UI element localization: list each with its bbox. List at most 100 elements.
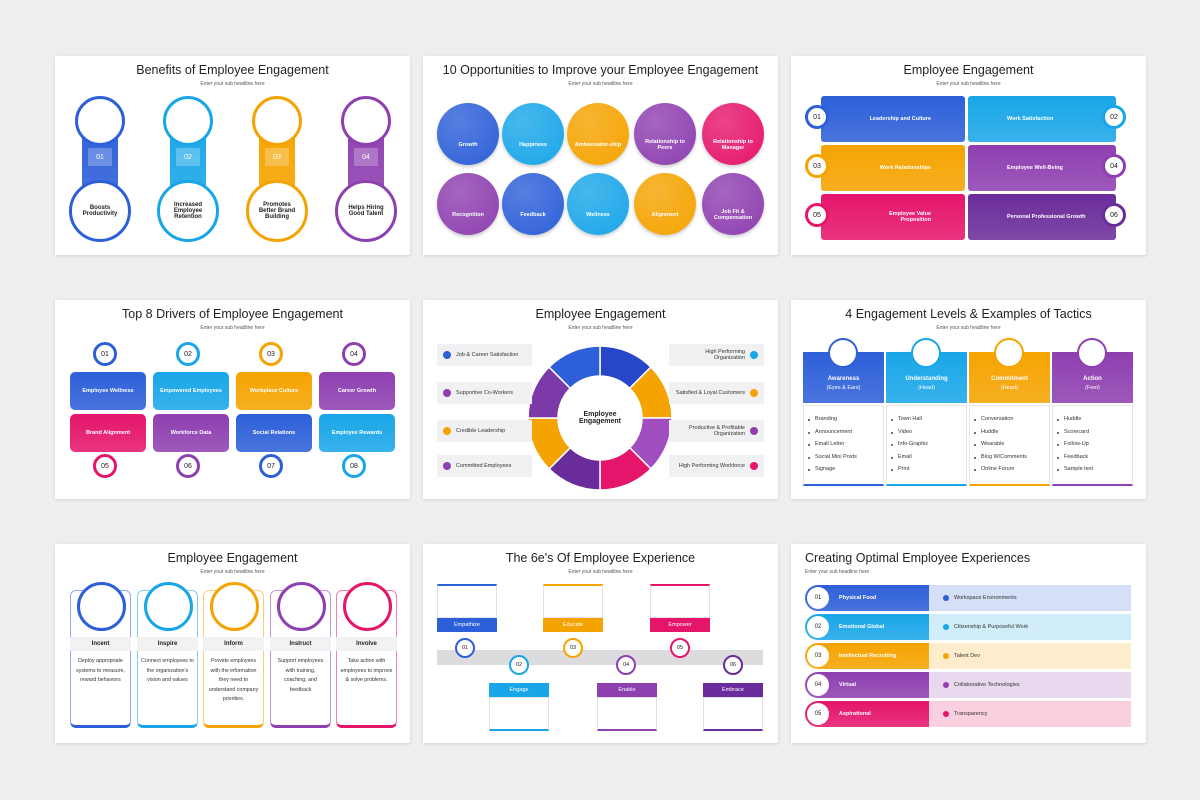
number-tab: 08 [342, 454, 366, 478]
tactic-bullet [1057, 456, 1059, 459]
dot [750, 427, 758, 435]
dot [943, 682, 949, 688]
driver-box: Employee Wellness [70, 372, 146, 410]
slide: 10 Opportunities to Improve your Employe… [423, 56, 778, 255]
opportunity-label: Ambassador-ship [574, 142, 622, 148]
number-badge: 04 [1102, 154, 1126, 178]
label-strip [437, 344, 532, 366]
tactic: Town Hall [898, 416, 922, 422]
tactic-bullet [808, 431, 810, 434]
tactic-bullet [808, 469, 810, 471]
label-strip [669, 420, 764, 442]
slide-subtitle: Enter your sub headline here [568, 81, 633, 87]
level-sub: (Eyes & Ears) [826, 384, 861, 391]
number-tab: 02 [176, 342, 200, 366]
slide-title: 10 Opportunities to Improve your Employe… [442, 63, 759, 77]
number-badge: 01 [807, 587, 829, 609]
dot [943, 624, 949, 630]
step-label: Engage [489, 683, 549, 697]
right-label: High Performing Organization [705, 349, 745, 361]
tactic: Wearable [981, 441, 1005, 447]
step-number: 03 [563, 638, 583, 658]
benefit-label: Promotes Better Brand Building [246, 180, 308, 242]
number-badge: 04 [354, 148, 378, 166]
tactic: Branding [815, 416, 838, 422]
tactic: Video [898, 428, 912, 435]
dot [443, 389, 451, 397]
tactic-bullet [808, 444, 810, 446]
opportunity-circle [502, 103, 564, 165]
step-number: 06 [723, 655, 743, 675]
icon-circle [75, 96, 125, 146]
level-icon [994, 338, 1024, 368]
card-text: Take action with employees to improve & … [340, 658, 393, 683]
center-label: Employee Engagement [578, 411, 621, 425]
number-tab: 04 [342, 342, 366, 366]
step-label: Embrace [703, 683, 763, 697]
bar [821, 96, 965, 142]
driver-box: Employee Rewards [319, 414, 395, 452]
dot [443, 462, 451, 470]
label-strip [437, 382, 532, 404]
level-label: Commitment [991, 376, 1028, 382]
tactic: Social Mini Posts [815, 453, 857, 460]
number-badge: 04 [807, 674, 829, 696]
bar [968, 96, 1116, 142]
slide-subtitle: Enter your sub headline here [936, 81, 1001, 87]
right-label: Satisfied & Loyal Customers [675, 390, 745, 396]
dot [943, 595, 949, 601]
opportunity-circle [567, 103, 629, 165]
item-detail: Workspace Environments [954, 595, 1017, 601]
tactic-box [803, 405, 884, 486]
slide-title: 4 Engagement Levels & Examples of Tactic… [845, 307, 1092, 321]
tactic: Online Forum [981, 466, 1015, 472]
item-label: Personal Professional Growth [1007, 214, 1086, 220]
dot [443, 427, 451, 435]
number-badge: 02 [176, 148, 200, 166]
tactic-box [969, 405, 1050, 486]
icon-circle [144, 582, 193, 631]
slide-title: The 6e's Of Employee Experience [505, 551, 696, 565]
tactic: Signage [815, 466, 836, 472]
step-label: Educate [543, 618, 603, 632]
detail-bar [929, 614, 1131, 640]
tactic: Sample text [1064, 466, 1094, 472]
icon-circle [252, 96, 302, 146]
level-sub: (Heart) [1000, 384, 1019, 391]
slide-title: Benefits of Employee Engagement [136, 63, 329, 77]
opportunity-label: Recognition [452, 212, 484, 218]
tactic-bullet [891, 456, 893, 459]
dot [943, 711, 949, 717]
left-label: Committed Employees [456, 463, 512, 469]
tactic: Email [898, 453, 912, 460]
driver-box: Social Relations [236, 414, 312, 452]
number-badge: 03 [807, 645, 829, 667]
opportunity-label: Job Fit & Compensation [713, 209, 753, 221]
dot [750, 389, 758, 397]
bar [821, 145, 965, 191]
right-label: High Performing Workforce [678, 463, 745, 469]
detail-bar [929, 701, 1131, 727]
tactic-bullet [891, 419, 893, 421]
bar [968, 194, 1116, 240]
number-tab: 05 [93, 454, 117, 478]
detail-bar [929, 643, 1131, 669]
bar [968, 145, 1116, 191]
slide: Top 8 Drivers of Employee Engagement Ente… [55, 300, 410, 499]
slide-subtitle: Enter your sub headline here [936, 325, 1001, 331]
icon-circle [341, 96, 391, 146]
number-tab: 03 [259, 342, 283, 366]
step-label: Empower [650, 618, 710, 632]
step-label: Empathize [437, 618, 497, 632]
tactic-bullet [974, 419, 976, 421]
number-tab: 01 [93, 342, 117, 366]
opportunity-circle [502, 173, 564, 235]
number-badge: 01 [88, 148, 112, 166]
tactic-bullet [1057, 431, 1059, 434]
step-number: 04 [616, 655, 636, 675]
slide: The 6e's Of Employee Experience Enter you… [423, 544, 778, 743]
slide: Employee Engagement Enter your sub headli… [791, 56, 1146, 255]
number-badge: 03 [265, 148, 289, 166]
detail-bar [929, 672, 1131, 698]
slide-subtitle: Enter your sub headline here [805, 569, 870, 575]
